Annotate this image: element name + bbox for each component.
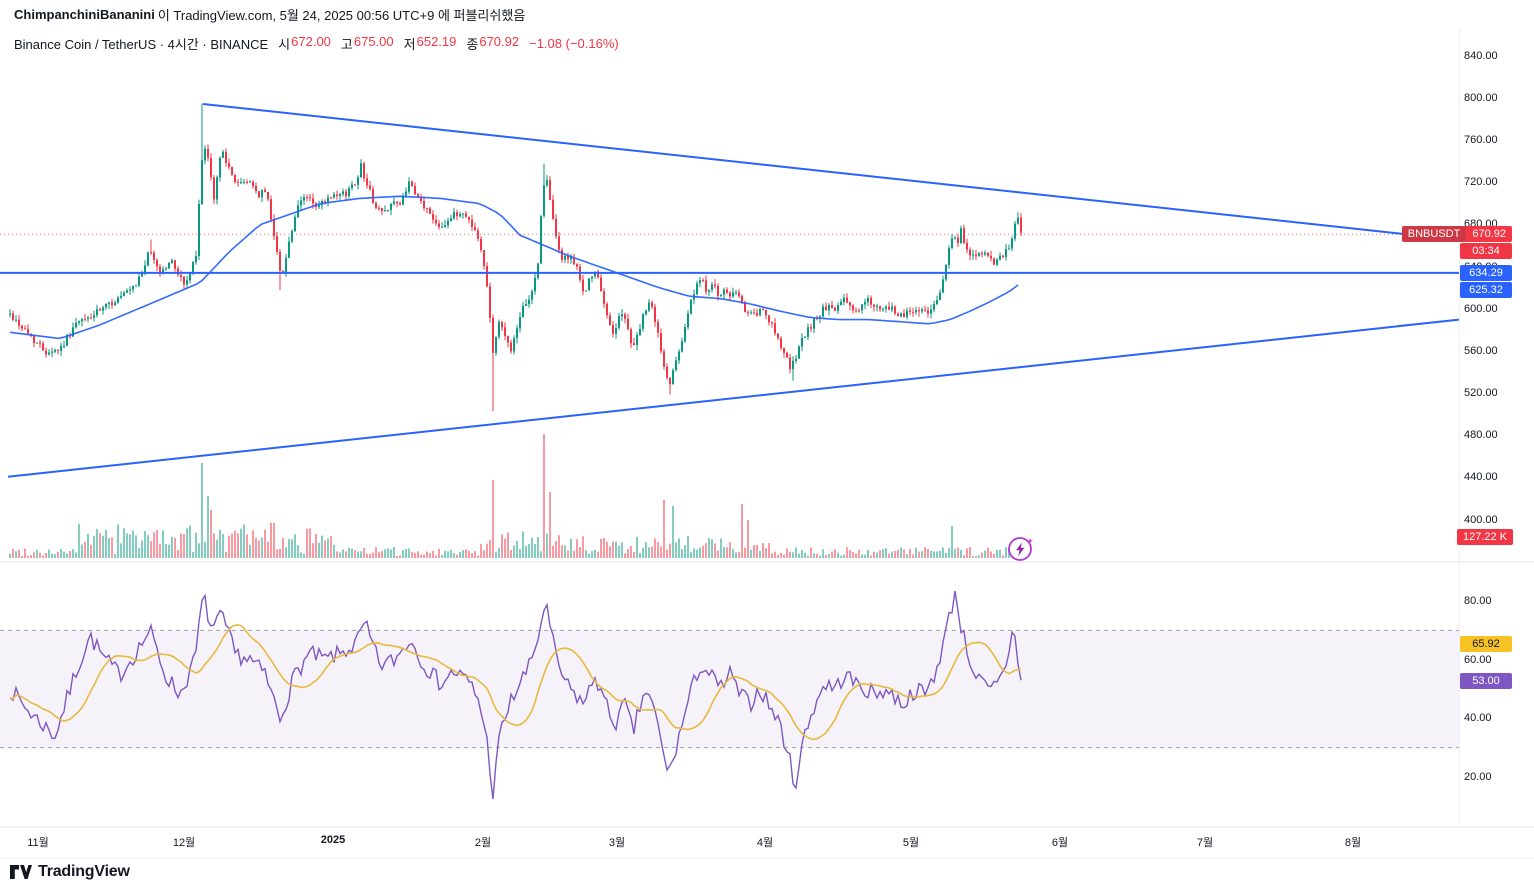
price-axis-label: 840.00: [1464, 50, 1498, 62]
tradingview-logo-text[interactable]: TradingView: [38, 863, 130, 880]
volume-badge: 127.22 K: [1457, 529, 1514, 545]
time-axis-label[interactable]: 7월: [1196, 837, 1214, 849]
footer: TradingView: [10, 863, 130, 881]
price-axis-label: 800.00: [1464, 92, 1498, 104]
price-axis-label: 720.00: [1464, 176, 1498, 188]
rsi-axis-label: 60.00: [1464, 654, 1492, 666]
price-change: −1.08 (−0.16%): [529, 36, 619, 51]
rsi-ma-badge[interactable]: 65.92: [1460, 636, 1512, 652]
flash-icon[interactable]: [1005, 532, 1037, 564]
time-axis-label[interactable]: 2025: [320, 834, 346, 846]
price-axis-label: 520.00: [1464, 387, 1498, 399]
attribution-bar: ChimpanchiniBananini 이 TradingView.com, …: [0, 0, 1534, 28]
time-axis-label[interactable]: 2월: [474, 837, 492, 849]
flash-icon-sparkle: [1027, 538, 1033, 544]
symbol-title[interactable]: Binance Coin / TetherUS · 4시간 · BINANCE: [14, 37, 269, 52]
rsi-value-badge[interactable]: 53.00: [1460, 673, 1512, 689]
time-axis-label[interactable]: 4월: [756, 837, 774, 849]
ohlc-high: 고 675.00: [340, 34, 394, 52]
price-axis-label: 600.00: [1464, 303, 1498, 315]
time-axis-label[interactable]: 12월: [172, 837, 196, 849]
tradingview-logo-icon: [10, 865, 32, 879]
symbol-header: Binance Coin / TetherUS · 4시간 · BINANCE …: [14, 34, 619, 53]
horizontal-line-price-badge[interactable]: 634.29: [1460, 265, 1512, 281]
price-axis-label: 400.00: [1464, 514, 1498, 526]
flash-icon-bolt: [1016, 542, 1025, 557]
ohlc-open: 시 672.00: [278, 34, 331, 52]
price-axis-label: 560.00: [1464, 345, 1498, 357]
ohlc-low: 저 652.19: [403, 34, 457, 52]
time-axis-label[interactable]: 5월: [902, 837, 920, 849]
bar-countdown-badge: 03:34: [1460, 243, 1512, 259]
rsi-axis-label: 40.00: [1464, 712, 1492, 724]
publisher-username[interactable]: ChimpanchiniBananini: [14, 6, 155, 22]
rsi-axis-label: 80.00: [1464, 595, 1492, 607]
price-axis-label: 440.00: [1464, 471, 1498, 483]
ohlc-close: 종 670.92: [466, 34, 520, 52]
time-axis-label[interactable]: 11월: [27, 837, 49, 849]
time-axis-label[interactable]: 3월: [608, 837, 626, 849]
time-axis-label[interactable]: 8월: [1344, 837, 1362, 849]
last-price-value: 670.92: [1466, 226, 1512, 242]
rsi-axis-label: 20.00: [1464, 771, 1492, 783]
time-axis-label[interactable]: 6월: [1051, 837, 1069, 849]
attribution-text: 이 TradingView.com, 5월 24, 2025 00:56 UTC…: [157, 7, 526, 23]
symbol-badge-label: BNBUSDT: [1401, 226, 1467, 242]
price-axis-label: 480.00: [1464, 429, 1498, 441]
ma-price-badge[interactable]: 625.32: [1460, 282, 1512, 298]
last-price-badge[interactable]: BNBUSDT 670.92: [1401, 226, 1512, 242]
price-axis-label: 760.00: [1464, 134, 1498, 146]
